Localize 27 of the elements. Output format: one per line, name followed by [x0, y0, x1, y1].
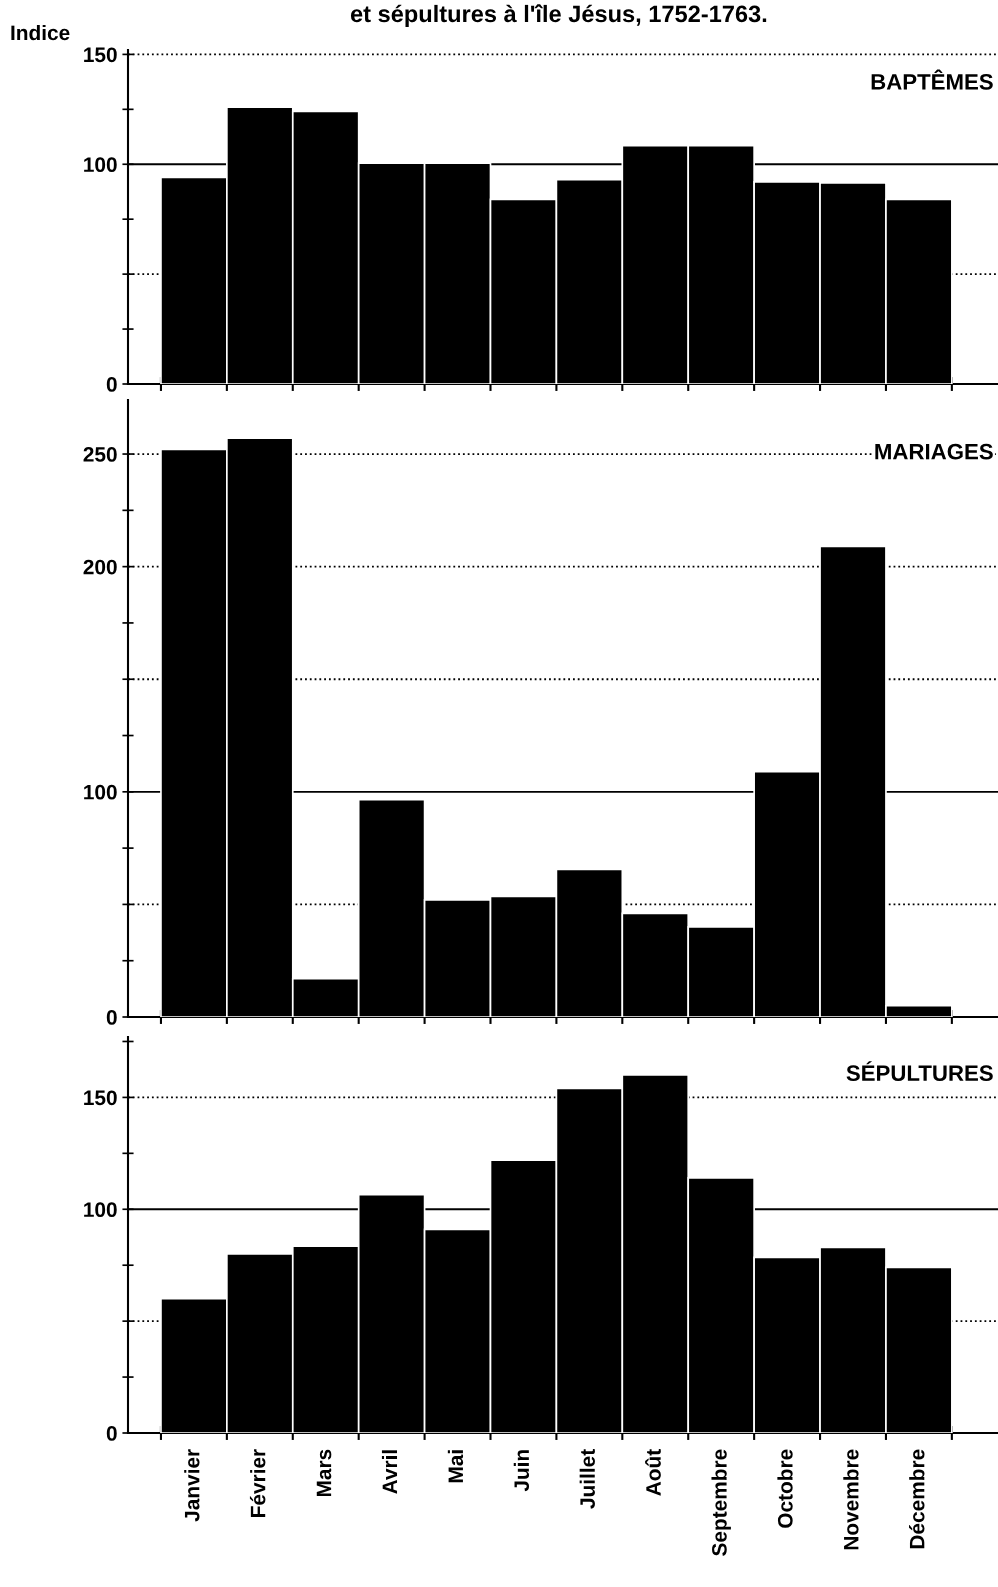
y-tick-label: 100: [84, 157, 117, 173]
y-axis-title: Indice: [11, 24, 70, 41]
x-tick-label: Août: [645, 1449, 661, 1496]
x-tick-label: Décembre: [909, 1449, 925, 1549]
y-tick-label: 250: [83, 447, 117, 462]
y-tick-label: 100: [84, 784, 117, 800]
annotation: BAPTÊMES: [871, 69, 993, 90]
x-tick-label: Septembre: [711, 1449, 731, 1556]
x-tick-label: Juillet: [579, 1449, 595, 1509]
y-tick-label: 150: [84, 1090, 117, 1106]
x-tick-label: Novembre: [843, 1449, 859, 1550]
y-tick-label: 0: [106, 377, 117, 392]
y-tick-label: 0: [106, 1426, 117, 1441]
x-tick-label: Mars: [316, 1449, 332, 1497]
y-tick-label: 200: [83, 559, 117, 575]
chart-title: et sépultures à l'île Jésus, 1752-1763.: [350, 4, 767, 27]
y-tick-label: 150: [84, 47, 117, 63]
x-tick-label: Janvier: [184, 1449, 200, 1522]
x-tick-label: Juin: [513, 1450, 530, 1492]
x-tick-label: Avril: [381, 1450, 398, 1494]
annotation: SÉPULTURES: [846, 1061, 993, 1082]
x-tick-label: Février: [249, 1449, 266, 1517]
x-tick-label: Octobre: [777, 1449, 793, 1528]
y-tick-label: 0: [106, 1010, 117, 1025]
y-tick-label: 100: [84, 1202, 117, 1218]
x-tick-label: Mai: [447, 1450, 464, 1483]
annotation: MARIAGES: [875, 443, 993, 460]
